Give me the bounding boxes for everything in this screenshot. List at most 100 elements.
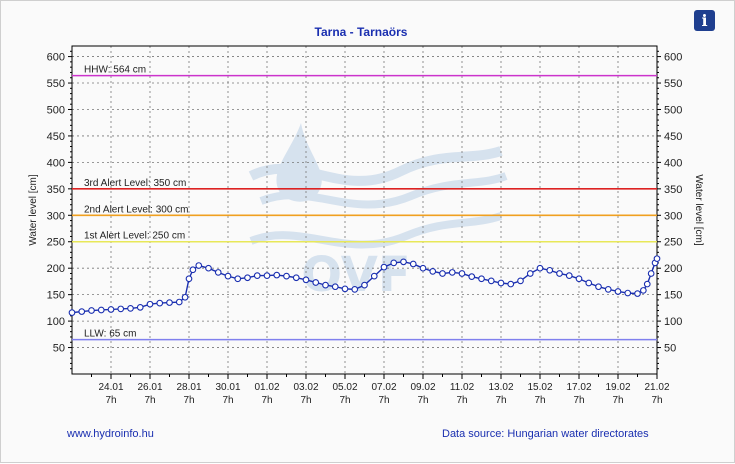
data-point <box>68 309 76 316</box>
data-point <box>585 279 593 287</box>
threshold-label: HHW: 564 cm <box>84 65 146 76</box>
data-point <box>107 306 115 313</box>
data-point <box>253 272 261 279</box>
y-tick-label-right: 550 <box>664 78 682 90</box>
x-tick-label-date: 15.02 <box>527 382 552 393</box>
y-tick-label-left: 250 <box>47 237 65 249</box>
threshold-label: LLW: 65 cm <box>84 329 136 340</box>
y-tick-label-left: 400 <box>47 157 65 169</box>
x-tick-label-date: 19.02 <box>605 382 630 393</box>
data-point <box>400 258 407 266</box>
y-tick-label-right: 100 <box>664 316 682 328</box>
y-tick-label-left: 100 <box>47 316 65 328</box>
data-point <box>639 287 647 294</box>
x-tick-label-hour: 7h <box>417 395 428 406</box>
info-icon[interactable]: i <box>694 10 715 31</box>
x-tick-label-hour: 7h <box>534 395 545 406</box>
data-point <box>117 305 125 313</box>
y-tick-label-left: 550 <box>47 78 65 90</box>
x-tick-label-hour: 7h <box>651 395 662 406</box>
data-point <box>331 283 339 291</box>
watermark-text: OVF <box>301 247 410 303</box>
data-point <box>643 280 651 288</box>
y-tick-label-right: 200 <box>664 263 682 275</box>
y-tick-label-right: 250 <box>664 237 682 249</box>
data-source-text: Data source: Hungarian water directorate… <box>442 428 649 440</box>
data-point <box>439 270 446 277</box>
data-point <box>205 264 212 272</box>
data-point <box>273 271 281 279</box>
data-point <box>341 285 349 293</box>
data-point <box>189 266 197 274</box>
y-tick-label-right: 500 <box>664 104 682 116</box>
x-tick-label-hour: 7h <box>183 395 194 406</box>
threshold-lines: HHW: 564 cm 3rd Alert Level: 350 cm 2nd Al… <box>72 65 657 341</box>
x-tick-label-date: 01.02 <box>254 382 279 393</box>
data-point <box>214 269 222 276</box>
data-point <box>546 266 554 274</box>
data-point <box>292 274 300 282</box>
x-tick-label-date: 24.01 <box>98 382 123 393</box>
data-point <box>517 277 524 285</box>
data-point <box>419 264 427 272</box>
data-point <box>146 300 154 308</box>
x-tick-label-hour: 7h <box>300 395 311 406</box>
data-point <box>507 280 515 288</box>
data-point <box>351 286 359 293</box>
data-point <box>175 298 183 306</box>
x-tick-label-date: 17.02 <box>566 382 591 393</box>
data-point <box>312 279 320 286</box>
drop-icon <box>276 123 322 202</box>
data-point <box>458 270 466 277</box>
data-point <box>322 281 329 289</box>
series-water-level <box>68 255 661 316</box>
data-point <box>302 276 310 284</box>
y-tick-label-left: 600 <box>47 52 65 64</box>
chart-title: Tarna - Tarnaörs <box>315 25 408 39</box>
y-tick-label-left: 50 <box>53 343 65 355</box>
watermark-logo: OVF <box>248 123 508 303</box>
x-tick-label-hour: 7h <box>456 395 467 406</box>
x-tick-label-hour: 7h <box>573 395 584 406</box>
data-point <box>370 272 378 280</box>
x-tick-label-date: 21.02 <box>644 382 669 393</box>
data-point <box>380 263 388 271</box>
x-tick-label-date: 05.02 <box>332 382 357 393</box>
x-tick-label-date: 09.02 <box>410 382 435 393</box>
hydroinfo-link[interactable]: www.hydroinfo.hu <box>67 428 154 440</box>
y-tick-label-left: 300 <box>47 210 65 222</box>
y-tick-label-right: 400 <box>664 157 682 169</box>
data-point <box>536 264 544 272</box>
y-axis-label-right: Water level [cm] <box>693 174 704 246</box>
data-point <box>468 273 476 281</box>
wave-icon <box>249 212 503 249</box>
y-tick-label-right: 600 <box>664 52 682 64</box>
x-tick-label-hour: 7h <box>612 395 623 406</box>
y-tick-label-left: 200 <box>47 263 65 275</box>
threshold-label: 2nd Alert Level: 300 cm <box>84 204 189 215</box>
y-tick-label-left: 150 <box>47 290 65 302</box>
x-tick-label-date: 13.02 <box>488 382 513 393</box>
data-point <box>195 262 203 269</box>
threshold-label: 3rd Alert Level: 350 cm <box>84 178 186 189</box>
x-tick-label-hour: 7h <box>144 395 155 406</box>
wave-icon <box>259 172 508 209</box>
y-tick-label-right: 150 <box>664 290 682 302</box>
data-point <box>565 272 573 279</box>
x-tick-label-date: 11.02 <box>450 382 475 393</box>
x-tick-label-hour: 7h <box>495 395 506 406</box>
data-point <box>634 290 641 297</box>
y-tick-label-left: 450 <box>47 131 65 143</box>
y-tick-label-right: 300 <box>664 210 682 222</box>
data-point <box>361 281 368 289</box>
x-tick-label-hour: 7h <box>339 395 350 406</box>
data-point <box>283 272 290 280</box>
data-point <box>136 303 144 311</box>
y-tick-label-right: 450 <box>664 131 682 143</box>
data-point <box>185 275 193 283</box>
axes: 50 50 100 100 150 150 200 200 250 250 300 300 350 350… <box>47 45 682 406</box>
y-axis-label-left: Water level [cm] <box>28 174 39 246</box>
x-tick-label-hour: 7h <box>261 395 272 406</box>
